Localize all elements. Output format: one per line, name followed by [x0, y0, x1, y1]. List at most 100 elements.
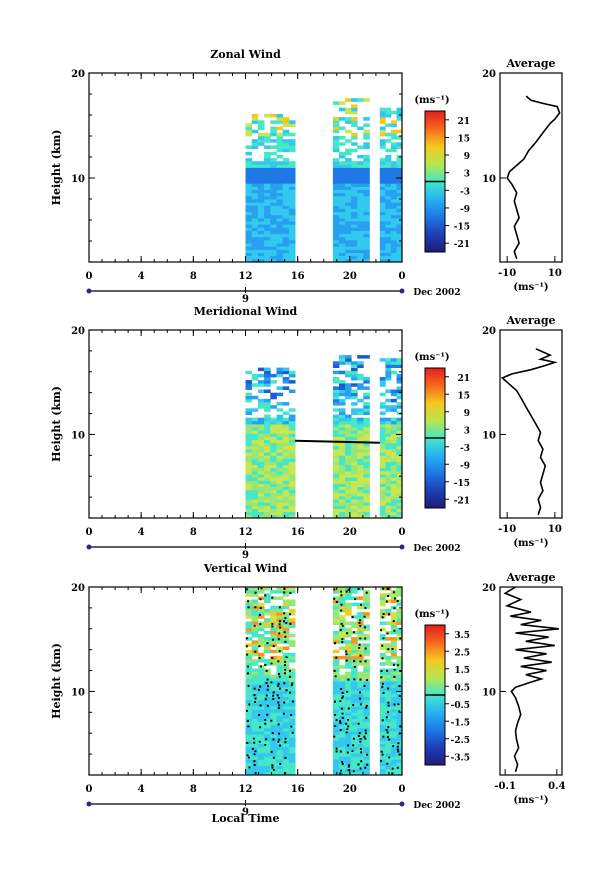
heatmap-cell	[288, 474, 296, 478]
heatmap-cell	[251, 205, 259, 209]
heatmap-cell	[351, 486, 358, 491]
heatmap-cell	[245, 436, 253, 440]
heatmap-cell	[332, 662, 340, 666]
heatmap-cell	[245, 186, 253, 190]
contour-dot	[339, 729, 342, 732]
heatmap-cell	[396, 718, 403, 723]
heatmap-cell	[245, 699, 253, 704]
heatmap-cell	[396, 167, 403, 172]
heatmap-cell	[363, 615, 370, 619]
heatmap-cell	[357, 424, 364, 428]
heatmap-cell	[357, 408, 364, 412]
heatmap-cell	[345, 461, 352, 466]
contour-dot	[267, 685, 269, 688]
heatmap-cell	[251, 652, 259, 657]
heatmap-cell	[264, 417, 271, 422]
heatmap-cell	[251, 731, 259, 735]
day-axis-end	[399, 544, 405, 550]
heatmap-cell	[339, 436, 346, 440]
heatmap-cell	[282, 170, 290, 175]
heatmap-cell	[332, 173, 340, 178]
heatmap-cell	[332, 649, 340, 654]
contour-dot	[341, 697, 344, 699]
heatmap-cell	[379, 596, 386, 600]
heatmap-cell	[357, 687, 364, 691]
heatmap-cell	[390, 756, 397, 760]
contour-dot	[334, 700, 336, 703]
heatmap-cell	[363, 461, 370, 466]
heatmap-cell	[345, 474, 352, 478]
heatmap-cell	[390, 671, 397, 676]
heatmap-cell	[357, 464, 364, 469]
heatmap-cell	[332, 139, 340, 143]
heatmap-cell	[385, 186, 392, 190]
heatmap-cell	[251, 236, 259, 241]
heatmap-cell	[390, 358, 397, 362]
heatmap-cell	[282, 671, 290, 676]
heatmap-cell	[363, 499, 370, 503]
heatmap-cell	[282, 593, 290, 597]
heatmap-cell	[345, 255, 352, 260]
heatmap-cell	[357, 474, 364, 478]
heatmap-cell	[379, 252, 386, 257]
contour-dot	[346, 690, 349, 693]
heatmap-cell	[345, 737, 352, 741]
heatmap-cell	[390, 489, 397, 494]
heatmap-cell	[264, 230, 271, 235]
heatmap-cell	[379, 164, 386, 168]
heatmap-cell	[339, 224, 346, 228]
heatmap-cell	[390, 643, 397, 647]
heatmap-cell	[339, 627, 346, 632]
heatmap-cell	[385, 489, 392, 494]
heatmap-cell	[379, 759, 386, 763]
heatmap-cell	[396, 480, 403, 484]
heatmap-cell	[276, 502, 284, 506]
heatmap-cell	[351, 756, 358, 760]
heatmap-cell	[332, 505, 340, 509]
heatmap-cell	[357, 718, 364, 723]
contour-dot	[386, 762, 389, 765]
heatmap-cell	[332, 370, 340, 375]
contour-dot	[340, 769, 343, 772]
heatmap-cell	[245, 383, 253, 387]
heatmap-cell	[351, 712, 358, 716]
heatmap-cell	[257, 499, 265, 503]
heatmap-cell	[339, 646, 346, 650]
heatmap-cell	[288, 230, 296, 235]
heatmap-cell	[379, 771, 386, 776]
heatmap-cell	[276, 505, 284, 509]
heatmap-cell	[396, 662, 403, 666]
heatmap-cell	[339, 455, 346, 459]
heatmap-cell	[332, 205, 340, 209]
contour-dot	[345, 590, 348, 593]
heatmap-cell	[270, 618, 277, 622]
heatmap-cell	[379, 508, 386, 513]
heatmap-cell	[251, 145, 259, 149]
heatmap-cell	[363, 449, 370, 453]
heatmap-cell	[257, 211, 265, 216]
heatmap-cell	[257, 252, 265, 257]
heatmap-cell	[276, 370, 284, 375]
heatmap-cell	[396, 771, 403, 776]
heatmap-cell	[357, 709, 364, 713]
heatmap-cell	[276, 659, 284, 663]
heatmap-cell	[257, 442, 265, 447]
heatmap-cell	[363, 489, 370, 494]
contour-dot	[333, 597, 336, 600]
heatmap-cell	[345, 715, 352, 719]
heatmap-cell	[264, 608, 271, 613]
heatmap-cell	[270, 486, 277, 491]
heatmap-cell	[288, 511, 296, 516]
heatmap-cell	[357, 655, 364, 660]
heatmap-cell	[264, 239, 271, 244]
heatmap-cell	[357, 236, 364, 241]
heatmap-cell	[345, 762, 352, 766]
heatmap-cell	[270, 195, 277, 200]
heatmap-cell	[282, 164, 290, 168]
heatmap-cell	[257, 230, 265, 235]
heatmap-cell	[339, 702, 346, 707]
heatmap-cell	[282, 724, 290, 729]
heatmap-cell	[390, 728, 397, 732]
heatmap-cell	[264, 593, 271, 597]
x-axis-label: Local Time	[212, 812, 280, 825]
